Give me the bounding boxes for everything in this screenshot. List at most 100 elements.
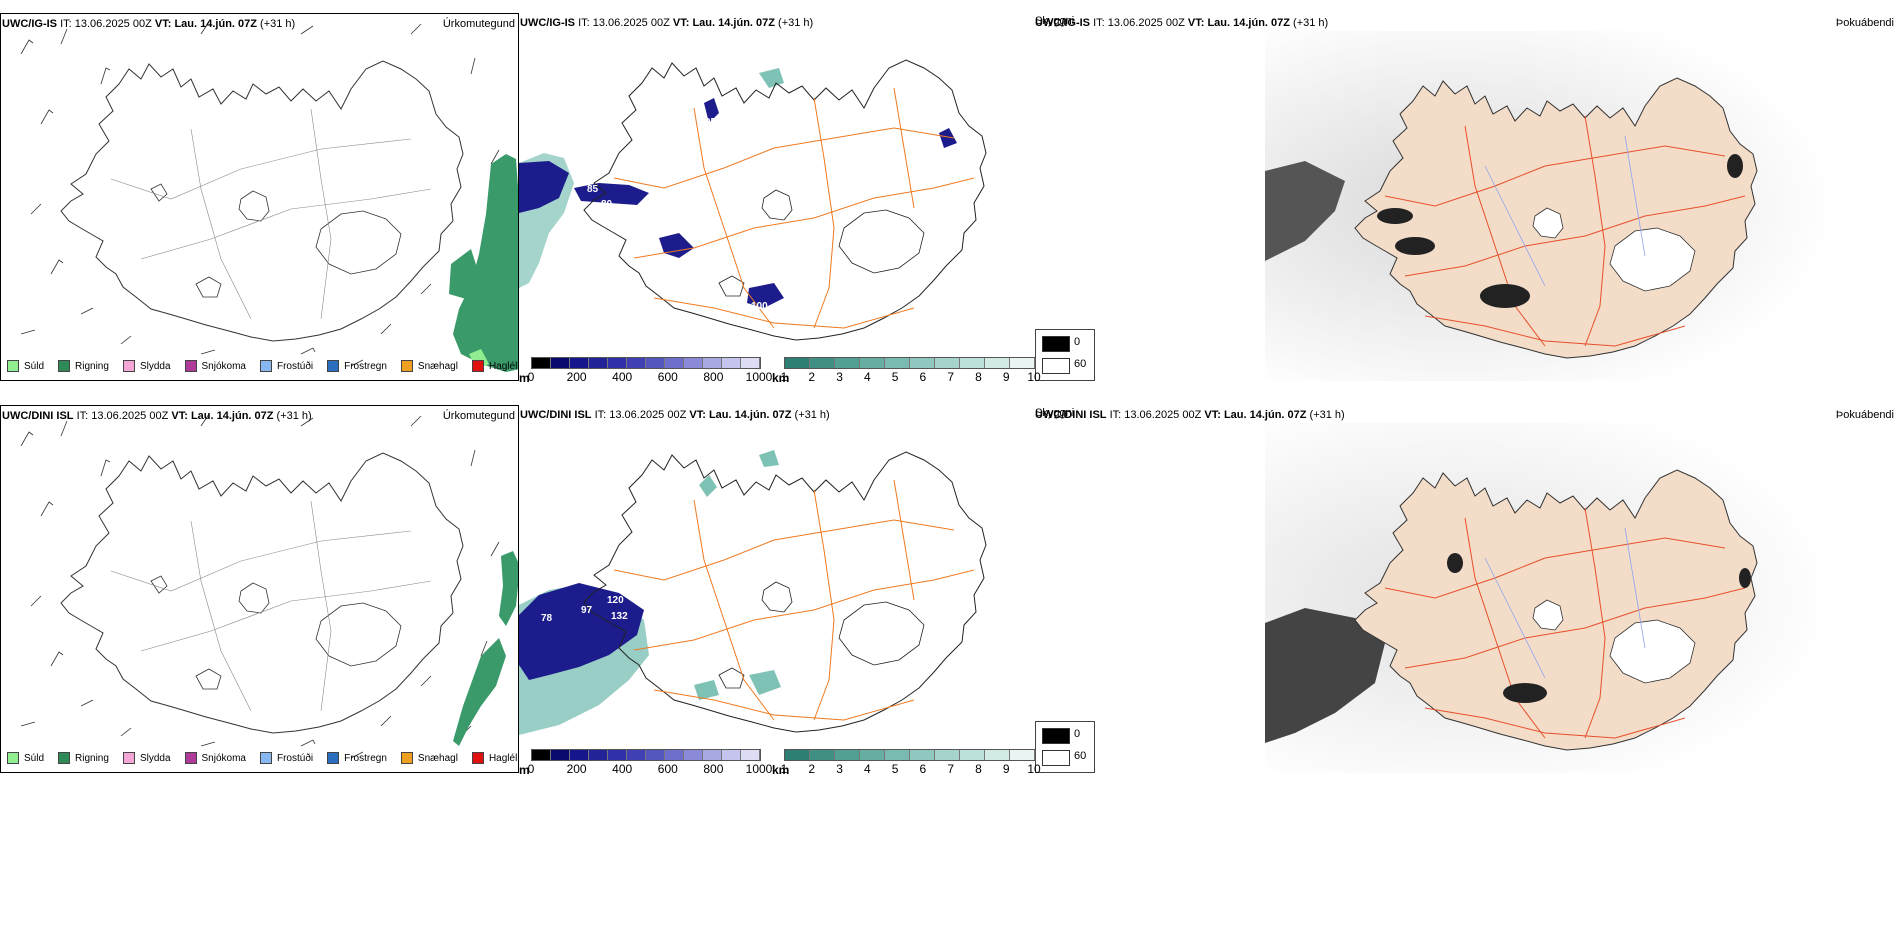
colorbar-unit-m: m bbox=[519, 371, 530, 385]
legend-label: Frostregn bbox=[344, 752, 387, 764]
precip-legend-row1: Súld Rigning Slydda Snjókoma Frostúði Frostre… bbox=[7, 360, 518, 372]
colorbar-cell bbox=[589, 358, 608, 368]
legend-label: Snjókoma bbox=[201, 752, 246, 764]
colorbar-cell bbox=[785, 358, 810, 368]
cloud-label: 120 bbox=[607, 595, 624, 606]
cloud-label: 80 bbox=[601, 199, 613, 210]
colorbar-cell bbox=[646, 750, 665, 760]
panel-header: UWC/DINI ISL IT: 13.06.2025 00Z VT: Lau.… bbox=[2, 410, 312, 422]
iceland-outline bbox=[1354, 469, 1758, 751]
legend-label: Frostregn bbox=[344, 360, 387, 372]
colorbar-tick: 0 bbox=[527, 762, 535, 776]
fog-spots bbox=[1447, 553, 1751, 703]
panel-title-fog: Þokuábendi bbox=[1835, 409, 1894, 421]
roads bbox=[1384, 507, 1746, 739]
colorbar-tick: 8 bbox=[975, 370, 982, 384]
panel-title: Úrkomutegund bbox=[442, 410, 515, 422]
roads bbox=[613, 479, 975, 721]
colorbar-unit-m: m bbox=[519, 763, 530, 777]
legend-item: Haglél bbox=[471, 752, 518, 764]
colorbar-cells-km bbox=[784, 749, 1036, 761]
colorbar-tick: 10 bbox=[1027, 762, 1041, 776]
legend-swatch bbox=[400, 752, 413, 764]
colorbar-cell bbox=[985, 750, 1010, 760]
legend-label: Frostúði bbox=[276, 360, 314, 372]
colorbar-tick: 7 bbox=[947, 762, 954, 776]
legend-swatch bbox=[400, 360, 413, 372]
cloud-label: 97 bbox=[581, 605, 593, 616]
colorbar-cell bbox=[960, 750, 985, 760]
panel-title: Úrkomutegund bbox=[442, 18, 515, 30]
model-name: UWC/IG-IS bbox=[520, 17, 575, 29]
valid-time: Lau. 14.jún. 07Z bbox=[1223, 409, 1307, 421]
lead-time: (+31 h) bbox=[276, 410, 312, 422]
precip-type-map bbox=[20, 413, 518, 759]
legend-swatch bbox=[7, 752, 19, 764]
legend-label: Slydda bbox=[139, 360, 171, 372]
legend-item: Rigning bbox=[58, 752, 109, 764]
valid-time: Lau. 14.jún. 07Z bbox=[190, 410, 274, 422]
colorbar-tick: 2 bbox=[808, 370, 816, 384]
legend-swatch bbox=[327, 752, 340, 764]
colorbar-tick: 3 bbox=[836, 762, 843, 776]
colorbar-cells-m bbox=[531, 357, 761, 369]
legend-swatch bbox=[7, 360, 19, 372]
cloud-low-areas bbox=[519, 450, 781, 735]
legend-label: Snæhagl bbox=[417, 752, 458, 764]
panel-title-cloud: Skyggni bbox=[1035, 407, 1075, 419]
colorbar-cell bbox=[627, 358, 646, 368]
colorbar-tick: 10 bbox=[1027, 370, 1041, 384]
colorbar-tick: 7 bbox=[947, 370, 954, 384]
fog-map bbox=[1265, 423, 1900, 773]
colorbar-tick: 6 bbox=[919, 370, 927, 384]
legend-label: Haglél bbox=[488, 752, 518, 764]
colorbar-cell bbox=[741, 358, 760, 368]
fog-swatch-light bbox=[1042, 358, 1070, 374]
colorbar-tick: 400 bbox=[612, 370, 633, 384]
colorbar-cell bbox=[835, 358, 860, 368]
colorbar-tick: 9 bbox=[1002, 370, 1010, 384]
colorbar-cell bbox=[935, 358, 960, 368]
fog-panel-row1: Skyggni bbox=[1035, 13, 1900, 381]
wind-barbs bbox=[20, 413, 500, 759]
colorbar-tick: 400 bbox=[612, 762, 633, 776]
colorbar-tick: 800 bbox=[703, 762, 724, 776]
cloud-base-panel-row2: UWC/DINI ISL IT: 13.06.2025 00Z VT: Lau.… bbox=[519, 405, 1035, 773]
legend-swatch bbox=[259, 360, 272, 372]
legend-swatch bbox=[122, 360, 135, 372]
rain-area bbox=[453, 551, 518, 746]
iceland-outline bbox=[60, 452, 464, 734]
colorbar-cell bbox=[551, 358, 570, 368]
colorbar-cell bbox=[570, 358, 589, 368]
colorbar-cell bbox=[810, 750, 835, 760]
cloud-colorbar-m-row1: m 0 200 400 600 800 1000 bbox=[519, 357, 819, 387]
cloud-label: 78 bbox=[541, 613, 553, 624]
colorbar-tick: 1 bbox=[780, 762, 788, 776]
fog-legend-high: 60 bbox=[1074, 358, 1087, 370]
colorbar-cell bbox=[665, 358, 684, 368]
cloud-base-panel-row1: UWC/IG-IS IT: 13.06.2025 00Z VT: Lau. 14… bbox=[519, 13, 1035, 381]
colorbar-tick: 800 bbox=[703, 370, 724, 384]
init-time: 13.06.2025 00Z bbox=[1107, 17, 1185, 29]
colorbar-cell bbox=[589, 750, 608, 760]
legend-item: Súld bbox=[7, 360, 44, 372]
iceland-outline bbox=[1354, 77, 1758, 359]
legend-item: Frostúði bbox=[259, 752, 313, 764]
cloud-label: 85 bbox=[587, 184, 599, 195]
model-name: UWC/DINI ISL bbox=[520, 409, 592, 421]
roads bbox=[613, 87, 975, 329]
legend-swatch bbox=[184, 752, 197, 764]
legend-item: Snjókoma bbox=[184, 360, 246, 372]
colorbar-tick: 600 bbox=[657, 370, 678, 384]
roads bbox=[110, 500, 432, 712]
colorbar-tick: 1000 bbox=[745, 762, 773, 776]
roads bbox=[110, 108, 432, 320]
panel-header: UWC/DINI ISL IT: 13.06.2025 00Z VT: Lau.… bbox=[1035, 409, 1345, 421]
fog-swatch-dark bbox=[1042, 336, 1070, 352]
fog-legend-high: 60 bbox=[1074, 750, 1087, 762]
colorbar-cell bbox=[885, 358, 910, 368]
rain-area bbox=[449, 154, 518, 372]
init-time: 13.06.2025 00Z bbox=[74, 18, 152, 30]
fog-legend-low: 0 bbox=[1074, 336, 1081, 348]
panel-header: UWC/IG-IS IT: 13.06.2025 00Z VT: Lau. 14… bbox=[1035, 17, 1329, 29]
